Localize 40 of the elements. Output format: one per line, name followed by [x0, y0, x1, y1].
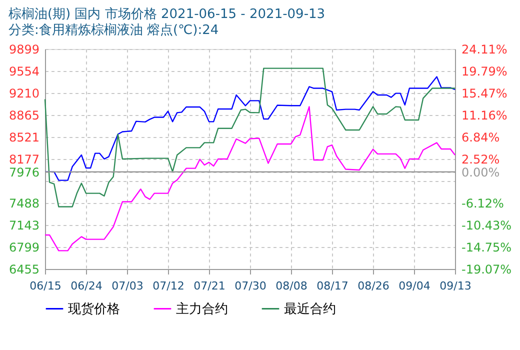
y-tick-label: 8521 — [8, 130, 40, 145]
y2-tick-label: 6.84% — [462, 130, 500, 144]
line-series — [44, 106, 456, 252]
x-tick-label: 06/24 — [70, 280, 102, 292]
x-tick-label: 08/26 — [358, 280, 390, 292]
x-tick-label: 06/15 — [30, 280, 62, 292]
y-tick-label: 9210 — [8, 86, 40, 101]
y-tick-label: 9554 — [8, 64, 40, 79]
y-tick-label: 9899 — [8, 42, 40, 56]
y2-tick-label: -6.12% — [462, 196, 504, 211]
y-tick-label: 6455 — [8, 262, 40, 276]
line-series — [44, 68, 456, 208]
y2-tick-label: -19.07% — [462, 262, 512, 276]
y2-tick-label: 11.16% — [462, 108, 508, 122]
y-tick-label: 8177 — [8, 152, 40, 166]
y2-tick-label: 2.52% — [462, 152, 500, 166]
legend-label: 最近合约 — [284, 302, 336, 317]
x-tick-label: 07/12 — [152, 280, 184, 292]
y-tick-label: 7143 — [8, 218, 40, 233]
x-tick-label: 07/21 — [194, 280, 226, 292]
y2-tick-label: 15.47% — [462, 86, 508, 101]
x-tick-label: 08/17 — [316, 280, 348, 292]
x-tick-label: 09/04 — [398, 280, 430, 292]
y-tick-label: 8865 — [8, 108, 40, 123]
y2-tick-label: 24.11% — [462, 42, 508, 56]
y-tick-label: 6799 — [8, 240, 40, 255]
y2-tick-label: -14.75% — [462, 240, 512, 254]
x-tick-label: 08/08 — [276, 280, 308, 292]
y2-tick-label: -10.43% — [462, 218, 512, 232]
chart-title: 棕榈油(期) 国内 市场价格 2021-06-15 - 2021-09-13 — [8, 7, 326, 22]
chart-subtitle: 分类:食用精炼棕榈液油 熔点(℃):24 — [8, 23, 219, 38]
x-tick-label: 07/30 — [234, 280, 266, 292]
y-tick-label: 7976 — [8, 165, 40, 180]
y2-tick-label: 0.00% — [462, 165, 500, 180]
x-tick-label: 09/13 — [440, 280, 472, 292]
y-tick-label: 7488 — [8, 196, 40, 211]
x-tick-label: 07/03 — [112, 280, 144, 292]
legend-label: 现货价格 — [68, 302, 120, 317]
y2-tick-label: 19.79% — [462, 64, 508, 79]
legend-label: 主力合约 — [176, 300, 228, 317]
